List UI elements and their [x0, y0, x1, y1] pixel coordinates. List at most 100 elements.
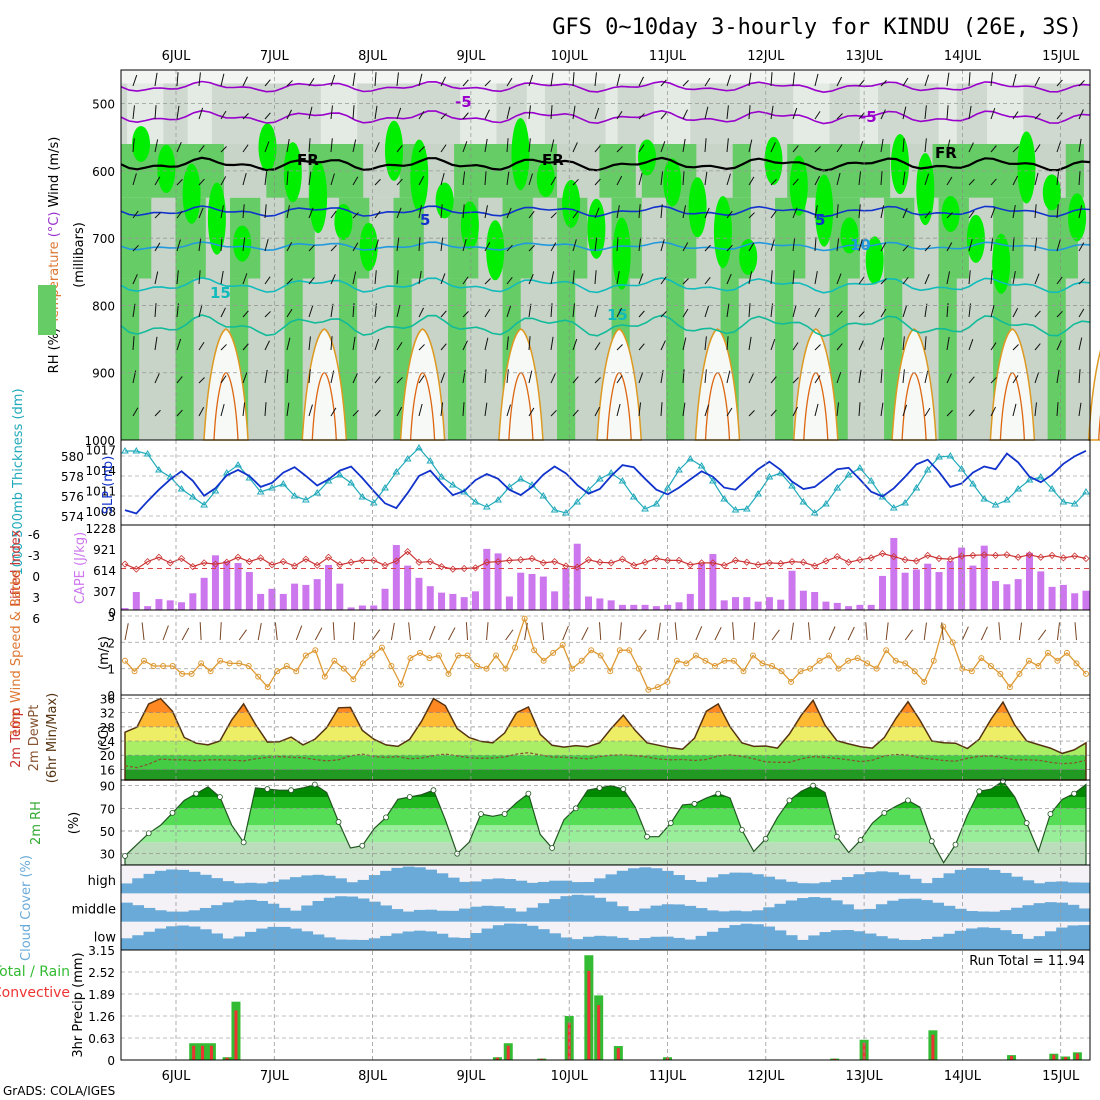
cloud-cover-bar-high — [639, 867, 652, 894]
slp-tick-label: 1011 — [85, 484, 116, 498]
wind-barb — [682, 80, 689, 87]
rh-band — [696, 197, 703, 279]
wind-barb — [374, 338, 380, 351]
rh-band — [557, 144, 564, 198]
precip-convective-bar — [833, 1058, 837, 1060]
rh-band — [314, 83, 322, 144]
wind-barb — [814, 111, 821, 120]
cloud-cover-bar-low — [1078, 925, 1091, 950]
rh-band — [732, 83, 740, 144]
cape-tick-label: 0 — [108, 606, 116, 620]
wind-barb — [550, 72, 554, 87]
rh-band — [732, 197, 740, 279]
li-marker — [845, 558, 853, 566]
wind-barb — [440, 372, 446, 384]
rh-band — [284, 197, 292, 279]
wind-barb — [814, 375, 821, 384]
wind-barb — [924, 244, 931, 252]
cape-bar — [404, 565, 412, 610]
cloud-cover-bar-middle — [436, 910, 449, 922]
cloud-cover-bar-low — [898, 939, 911, 950]
cloud-cover-bar-low — [605, 936, 618, 950]
wind-barb — [440, 237, 444, 252]
run-total-label: Run Total = 11.94 — [969, 954, 1085, 969]
precip-tick-label: 2.52 — [88, 966, 115, 980]
cape-bar — [596, 598, 604, 610]
rh-band — [557, 278, 564, 440]
rh-band — [563, 197, 570, 279]
thickness-marker — [177, 485, 186, 492]
rh-band — [544, 83, 552, 144]
wind-barb-10m — [581, 627, 589, 641]
wind-barb — [352, 72, 356, 87]
rh-band — [1059, 83, 1067, 144]
wind-barb — [396, 342, 403, 351]
wind-speed-marker — [236, 660, 243, 667]
wind-barb — [330, 74, 336, 87]
rh-band — [714, 83, 722, 144]
cloud-cover-bar-middle — [256, 900, 268, 922]
cloud-cover-bar-middle — [413, 909, 426, 922]
cloud-cover-bar-middle — [639, 908, 652, 922]
rh-band — [399, 278, 407, 440]
cloud-cover-bar-high — [335, 878, 347, 894]
wind-barb — [286, 242, 293, 252]
cloud-cover-bar-low — [143, 931, 156, 950]
rh-band — [750, 278, 758, 440]
thickness-marker — [675, 466, 683, 473]
thickness-marker — [437, 473, 446, 480]
rh-band — [1041, 144, 1049, 198]
slp-tick-label: 1008 — [85, 505, 116, 519]
cape-bar — [426, 586, 434, 610]
cloud-cover-bar-middle — [154, 910, 167, 922]
li-marker — [743, 558, 751, 566]
rh-band — [381, 278, 389, 440]
rh-band — [769, 278, 776, 440]
wind-barb — [396, 406, 403, 417]
rh-band — [987, 83, 994, 144]
precip-convective-bar — [597, 1005, 601, 1060]
plot-layers: 6JUL6JUL7JUL7JUL8JUL8JUL9JUL9JUL10JUL10J… — [0, 49, 1100, 1084]
cloud-cover-bar-high — [999, 872, 1012, 894]
date-label-top: 11JUL — [649, 49, 687, 64]
wind-barb — [506, 369, 509, 384]
wind-barb — [814, 205, 818, 219]
wind-barb — [1056, 112, 1063, 120]
rh-wet-blob — [207, 182, 226, 255]
cloud-cover-bar-high — [211, 878, 223, 894]
wind-barb — [484, 205, 488, 219]
wind-speed-marker — [740, 668, 747, 675]
wind-barb — [418, 403, 423, 417]
wind-barb — [616, 375, 623, 384]
wind-barb — [572, 270, 575, 285]
rh-wet-blob — [536, 160, 555, 197]
precip-tick-label: 3.15 — [88, 944, 115, 958]
wind-barb — [396, 270, 399, 285]
rh-band — [472, 144, 479, 198]
wind-barb — [616, 403, 621, 417]
rh-band — [744, 144, 752, 198]
thickness-marker — [935, 453, 943, 460]
wind-speed-marker — [483, 665, 490, 672]
cloud-cover-bar-high — [864, 872, 877, 894]
wind-barb — [1078, 242, 1085, 252]
wind-barb — [154, 303, 157, 318]
wind-speed-marker — [816, 657, 823, 664]
rh-band — [684, 278, 691, 440]
wind-speed-marker — [721, 657, 728, 664]
rh-band — [871, 278, 879, 440]
rh-band — [829, 144, 837, 198]
cape-bar — [573, 543, 581, 610]
wind-barb — [660, 79, 667, 87]
rh-band — [738, 144, 746, 198]
wind-barb — [902, 171, 906, 186]
rh-band — [248, 278, 255, 440]
cloud-cover-bar-middle — [1067, 904, 1080, 922]
thickness-marker — [358, 493, 367, 500]
wind-barb — [352, 271, 357, 285]
wind-speed-marker — [759, 660, 766, 667]
thickness-marker — [991, 501, 1000, 508]
thickness-marker — [302, 496, 310, 503]
wind-barb — [638, 113, 645, 120]
wind-barb — [946, 105, 949, 120]
